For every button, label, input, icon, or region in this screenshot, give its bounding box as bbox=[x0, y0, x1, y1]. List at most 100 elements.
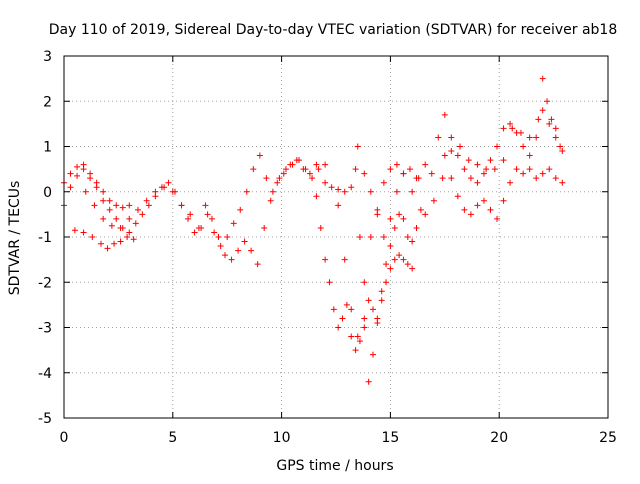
y-tick-label: -4 bbox=[38, 366, 52, 382]
data-point bbox=[293, 157, 300, 164]
data-point bbox=[261, 224, 268, 231]
x-tick-label: 20 bbox=[490, 430, 508, 446]
data-point bbox=[126, 229, 133, 236]
data-point bbox=[393, 161, 400, 168]
data-point bbox=[406, 166, 413, 173]
series-track-c bbox=[71, 227, 137, 252]
data-point bbox=[535, 116, 542, 123]
data-point bbox=[465, 157, 472, 164]
data-point bbox=[326, 279, 333, 286]
data-point bbox=[487, 157, 494, 164]
data-point bbox=[241, 238, 248, 245]
data-point bbox=[546, 120, 553, 127]
data-point bbox=[356, 234, 363, 240]
data-point bbox=[539, 170, 546, 177]
data-point bbox=[335, 186, 342, 193]
data-point bbox=[235, 247, 242, 254]
data-point bbox=[409, 265, 416, 272]
data-point bbox=[317, 224, 324, 231]
data-point bbox=[439, 175, 446, 182]
data-point bbox=[552, 134, 559, 141]
data-point bbox=[448, 134, 455, 141]
data-point bbox=[124, 234, 131, 240]
data-point bbox=[178, 202, 185, 209]
data-point bbox=[507, 120, 514, 127]
data-point bbox=[552, 175, 559, 182]
series-track-h bbox=[352, 166, 424, 385]
data-point bbox=[195, 224, 202, 231]
data-point bbox=[119, 204, 126, 211]
data-point bbox=[400, 170, 407, 177]
data-point bbox=[108, 222, 115, 229]
data-point bbox=[509, 125, 516, 132]
data-point bbox=[254, 261, 261, 268]
data-point bbox=[544, 98, 551, 105]
data-point bbox=[208, 215, 215, 222]
data-point bbox=[380, 234, 387, 240]
x-tick-label: 10 bbox=[273, 430, 291, 446]
data-point bbox=[230, 220, 237, 227]
axis-ticks: 0 5 10 15 20 25 -5 -4 -3 -2 -1 0 1 2 3 bbox=[38, 49, 617, 446]
data-point bbox=[517, 129, 524, 136]
series-track-j bbox=[409, 107, 566, 195]
y-tick-label: 2 bbox=[43, 94, 52, 110]
data-point bbox=[404, 234, 411, 240]
data-point bbox=[352, 166, 359, 173]
data-point bbox=[80, 161, 87, 168]
data-point bbox=[111, 240, 118, 247]
data-point bbox=[367, 188, 374, 195]
data-point bbox=[100, 215, 107, 222]
x-tick-label: 0 bbox=[60, 430, 69, 446]
y-axis-label: SDTVAR / TECUs bbox=[7, 181, 23, 296]
data-point bbox=[391, 224, 398, 231]
data-point bbox=[539, 75, 546, 82]
data-point bbox=[533, 175, 540, 182]
series-track-e bbox=[202, 157, 320, 268]
data-point bbox=[315, 166, 322, 173]
data-point bbox=[448, 148, 455, 155]
data-point bbox=[500, 197, 507, 204]
chart-title: Day 110 of 2019, Sidereal Day-to-day VTE… bbox=[49, 22, 618, 38]
data-point bbox=[365, 297, 372, 304]
data-point bbox=[409, 238, 416, 245]
data-point bbox=[309, 175, 316, 182]
data-point bbox=[106, 197, 113, 204]
data-point bbox=[335, 324, 342, 331]
data-point bbox=[391, 256, 398, 263]
data-point bbox=[126, 215, 133, 222]
data-point bbox=[113, 202, 120, 209]
data-point bbox=[152, 188, 159, 195]
data-point bbox=[330, 306, 337, 313]
data-point bbox=[339, 315, 346, 322]
x-tick-label: 15 bbox=[381, 430, 399, 446]
data-point bbox=[441, 111, 448, 118]
data-point bbox=[557, 143, 564, 150]
data-point bbox=[313, 161, 320, 168]
data-point bbox=[348, 333, 355, 340]
data-point bbox=[282, 166, 289, 173]
data-point bbox=[365, 378, 372, 385]
data-point bbox=[100, 197, 107, 204]
data-point bbox=[487, 206, 494, 213]
data-point bbox=[187, 211, 194, 218]
data-point bbox=[248, 247, 255, 254]
data-point bbox=[539, 107, 546, 114]
data-point bbox=[191, 229, 198, 236]
data-point bbox=[378, 288, 385, 295]
data-point bbox=[117, 224, 124, 231]
data-point bbox=[74, 172, 81, 179]
data-point bbox=[474, 202, 481, 209]
data-point bbox=[352, 347, 359, 354]
series-track-l bbox=[422, 75, 564, 218]
data-point bbox=[396, 252, 403, 259]
grid bbox=[64, 56, 608, 418]
data-point bbox=[165, 179, 172, 186]
data-point bbox=[322, 179, 329, 186]
data-point bbox=[169, 188, 176, 195]
data-point bbox=[526, 166, 533, 173]
data-point bbox=[422, 161, 429, 168]
data-point bbox=[335, 202, 342, 209]
data-point bbox=[243, 188, 250, 195]
data-point bbox=[71, 227, 78, 234]
data-point bbox=[341, 256, 348, 263]
